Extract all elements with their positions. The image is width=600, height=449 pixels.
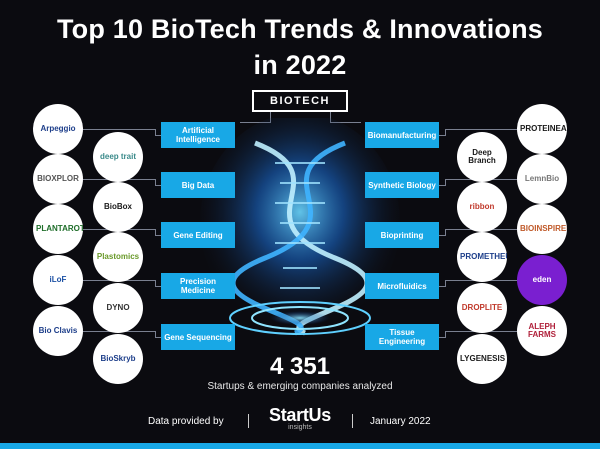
company-logo-text: BIOXPLOR <box>37 174 79 183</box>
company-logo-deep-trait: deep trait <box>93 132 143 182</box>
company-logo-text: PROTEINEA <box>520 124 567 133</box>
report-date: January 2022 <box>370 416 431 427</box>
company-logo-text: Plastomics <box>96 252 140 261</box>
connector-left-vert-0 <box>155 129 156 136</box>
company-logo-text: DROPLITE <box>461 303 503 312</box>
trend-gene-editing: Gene Editing <box>161 222 235 248</box>
connector-right-vert-0 <box>445 129 446 136</box>
company-logo-text: iLoF <box>49 275 67 284</box>
trend-big-data: Big Data <box>161 172 235 198</box>
startup-count-caption: Startups & emerging companies analyzed <box>207 381 393 392</box>
dna-rungs <box>275 162 325 289</box>
connector-center-right <box>330 112 331 122</box>
title-line-1: Top 10 BioTech Trends & Innovations <box>56 14 544 44</box>
company-logo-bioskryb: BioSkryb <box>93 334 143 384</box>
company-logo-bioinspired: BIOINSPIRED <box>517 204 567 254</box>
connector-left-vert-1 <box>155 179 156 186</box>
trend-gene-sequencing: Gene Sequencing <box>161 324 235 350</box>
trend-synthetic-biology: Synthetic Biology <box>365 172 439 198</box>
company-logo-plastomics: Plastomics <box>93 232 143 282</box>
connector-left-stub-3 <box>155 286 161 287</box>
company-logo-bio-clavis: Bio Clavis <box>33 306 83 356</box>
connector-left-stub-2 <box>155 235 161 236</box>
startus-insights-logo: StartUs insights <box>260 405 340 431</box>
company-logo-deep-branch: Deep Branch <box>457 132 507 182</box>
company-logo-lemnbio: LemnBio <box>517 154 567 204</box>
hologram-base-outer <box>229 301 371 335</box>
connector-left-vert-3 <box>155 280 156 287</box>
connector-right-vert-2 <box>445 229 446 236</box>
startup-count: 4 351 <box>269 353 331 380</box>
trend-artificial-intelligence: Artificial Intelligence <box>161 122 235 148</box>
data-provided-label: Data provided by <box>148 416 224 427</box>
company-logo-text: DYNO <box>106 303 130 312</box>
bottom-accent-bar <box>0 443 600 449</box>
brand-subtitle: insights <box>288 424 312 431</box>
trend-precision-medicine: Precision Medicine <box>161 273 235 299</box>
dna-hologram-illustration <box>200 118 400 336</box>
company-logo-eden: eden <box>517 255 567 305</box>
company-logo-text: deep trait <box>99 152 136 161</box>
connector-right-stub-3 <box>439 286 445 287</box>
connector-right-vert-4 <box>445 331 446 338</box>
company-logo-text: BioSkryb <box>100 354 136 363</box>
connector-left-vert-2 <box>155 229 156 236</box>
connector-right-stub-0 <box>439 135 445 136</box>
company-logo-text: ALEPH FARMS <box>528 322 556 339</box>
hologram-base-mid <box>251 306 349 330</box>
trend-bioprinting: Bioprinting <box>365 222 439 248</box>
company-logo-text: eden <box>532 275 552 284</box>
company-logo-text: Arpeggio <box>40 124 76 133</box>
connector-left-vert-4 <box>155 331 156 338</box>
footer-divider-right <box>352 414 353 428</box>
company-logo-text: LemnBio <box>524 174 560 183</box>
company-logo-droplite: DROPLITE <box>457 283 507 333</box>
hologram-base-core <box>270 311 330 325</box>
connector-right-outer-0 <box>445 129 517 130</box>
connector-right-vert-1 <box>445 179 446 186</box>
company-logo-bioxplor: BIOXPLOR <box>33 154 83 204</box>
company-logo-prometheus: PROMETHEUS <box>457 232 507 282</box>
company-logo-text: Bio Clavis <box>38 326 78 335</box>
company-logo-plantarot: PLANTAROT <box>33 204 83 254</box>
connector-right-stub-4 <box>439 337 445 338</box>
connector-center-left <box>270 112 271 122</box>
company-logo-text: Deep Branch <box>468 148 496 165</box>
center-label: BIOTECH <box>252 90 348 112</box>
connector-top-right <box>330 122 361 123</box>
company-logo-ribbon: ribbon <box>457 182 507 232</box>
company-logo-ilof: iLoF <box>33 255 83 305</box>
company-logo-biobox: BioBox <box>93 182 143 232</box>
company-logo-aleph-farms: ALEPH FARMS <box>517 306 567 356</box>
company-logo-text: ribbon <box>469 202 495 211</box>
trend-biomanufacturing: Biomanufacturing <box>365 122 439 148</box>
trend-microfluidics: Microfluidics <box>365 273 439 299</box>
connector-top-left <box>240 122 271 123</box>
connector-right-stub-1 <box>439 185 445 186</box>
connector-left-stub-1 <box>155 185 161 186</box>
company-logo-text: BioBox <box>104 202 132 211</box>
company-logo-arpeggio: Arpeggio <box>33 104 83 154</box>
connector-left-stub-0 <box>155 135 161 136</box>
title-line-2: in 2022 <box>253 50 347 80</box>
connector-right-vert-3 <box>445 280 446 287</box>
company-logo-lygenesis: LYGENESIS <box>457 334 507 384</box>
connector-left-outer-0 <box>83 129 155 130</box>
company-logo-text: LYGENESIS <box>460 354 506 363</box>
company-logo-text: PLANTAROT <box>36 224 83 233</box>
company-logo-dyno: DYNO <box>93 283 143 333</box>
company-logo-text: PROMETHEUS <box>460 252 507 261</box>
footer-divider-left <box>248 414 249 428</box>
brand-name: StartUs <box>269 405 331 425</box>
connector-right-stub-2 <box>439 235 445 236</box>
hologram-glow <box>200 118 400 333</box>
trend-tissue-engineering: Tissue Engineering <box>365 324 439 350</box>
company-logo-proteinea: PROTEINEA <box>517 104 567 154</box>
connector-left-stub-4 <box>155 337 161 338</box>
company-logo-text: BIOINSPIRED <box>520 224 567 233</box>
